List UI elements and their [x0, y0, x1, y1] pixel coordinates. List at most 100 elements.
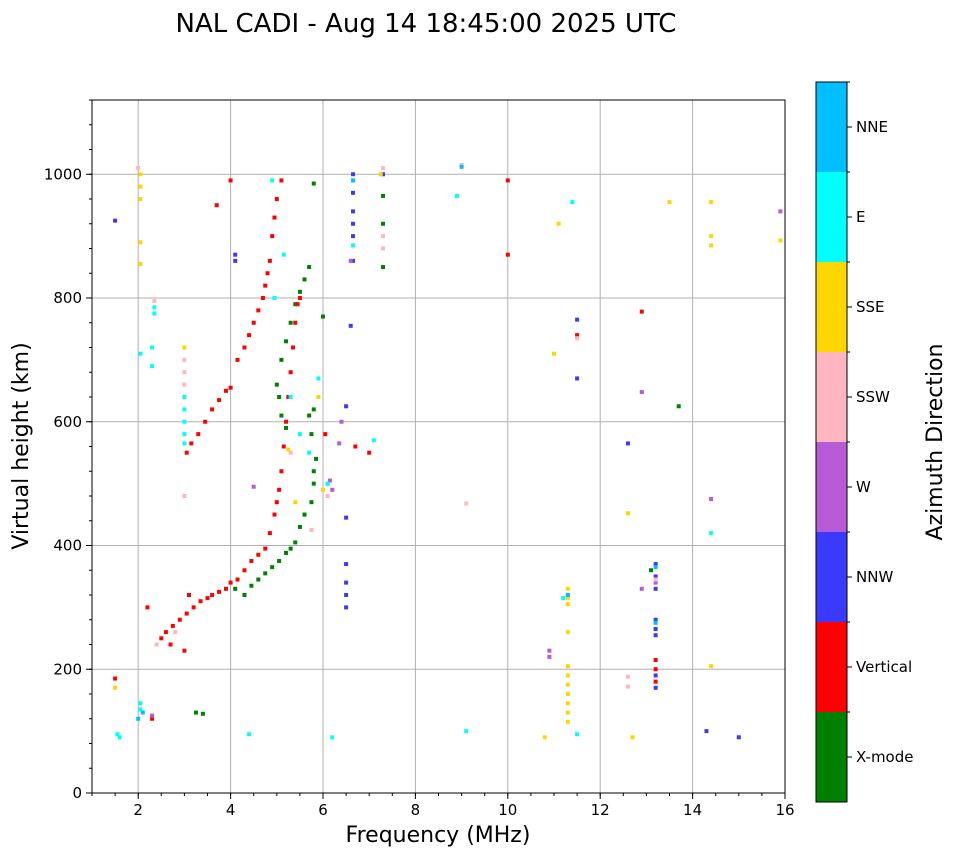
data-point	[138, 197, 143, 201]
data-point	[653, 580, 658, 585]
data-point	[182, 382, 187, 387]
data-point	[344, 593, 349, 597]
data-point	[325, 494, 330, 498]
colorbar-segment	[816, 262, 847, 352]
data-point	[351, 190, 356, 195]
data-point	[337, 441, 342, 446]
data-point	[709, 497, 714, 502]
data-point	[778, 238, 783, 243]
data-point	[260, 296, 265, 300]
data-point	[302, 512, 307, 517]
data-point	[575, 333, 580, 338]
data-point	[290, 345, 295, 350]
y-tick-label: 200	[53, 660, 82, 678]
data-point	[279, 469, 284, 474]
colorbar-segment	[816, 442, 847, 532]
data-point	[709, 664, 714, 669]
data-point	[295, 302, 300, 307]
data-point	[348, 258, 353, 263]
data-point	[351, 178, 356, 183]
data-point	[653, 633, 658, 638]
data-point	[323, 432, 328, 437]
data-point	[547, 654, 552, 659]
data-point	[182, 648, 187, 653]
y-axis-label: Virtual height (km)	[9, 342, 34, 549]
data-point	[263, 283, 268, 288]
data-point	[272, 512, 277, 517]
series-x-mode	[193, 181, 681, 716]
data-point	[565, 586, 570, 591]
data-point	[286, 447, 291, 452]
data-point	[288, 546, 293, 551]
data-point	[736, 735, 741, 740]
data-point	[205, 596, 210, 601]
data-point	[575, 732, 580, 737]
data-point	[223, 586, 228, 591]
data-point	[182, 395, 187, 399]
data-point	[565, 701, 570, 706]
data-point	[170, 623, 175, 628]
data-point	[639, 390, 644, 395]
colorbar-tick-label: W	[856, 478, 871, 496]
data-point	[381, 246, 386, 251]
data-point	[381, 221, 386, 226]
data-point	[311, 181, 316, 186]
colorbar-tick-label: X-mode	[856, 748, 913, 766]
data-point	[115, 732, 120, 737]
colorbar-segment	[816, 712, 847, 802]
data-point	[630, 735, 635, 740]
data-point	[307, 413, 312, 418]
data-point	[353, 444, 358, 449]
data-point	[381, 193, 386, 198]
data-point	[242, 593, 247, 597]
data-point	[351, 209, 356, 214]
data-point	[297, 524, 302, 529]
data-point	[709, 531, 714, 536]
data-point	[625, 511, 630, 516]
data-point	[348, 323, 353, 328]
data-point	[309, 528, 314, 533]
data-point	[138, 172, 143, 177]
data-point	[182, 407, 187, 412]
colorbar-tick-label: NNE	[856, 118, 888, 136]
data-point	[351, 243, 356, 248]
series-e	[115, 178, 714, 740]
series-sse	[113, 172, 783, 740]
data-point	[653, 617, 658, 622]
data-point	[625, 674, 630, 679]
y-tick-label: 1000	[44, 165, 82, 183]
data-point	[163, 630, 168, 635]
data-point	[242, 568, 247, 573]
data-point	[565, 719, 570, 724]
data-point	[653, 679, 658, 684]
series-vertical	[113, 178, 658, 721]
data-point	[653, 657, 658, 662]
data-point	[653, 565, 658, 570]
data-point	[173, 630, 178, 635]
data-point	[309, 432, 314, 437]
colorbar: X-mode Vertical NNW W SSW SSE E NNE	[815, 81, 913, 803]
data-point	[249, 583, 254, 588]
data-point	[288, 395, 293, 399]
data-point	[187, 593, 192, 597]
data-point	[565, 596, 570, 601]
data-point	[565, 664, 570, 669]
data-point	[309, 500, 314, 505]
data-point	[150, 364, 155, 369]
data-point	[547, 648, 552, 653]
data-point	[330, 735, 335, 740]
data-point	[311, 481, 316, 486]
data-point	[293, 302, 298, 307]
y-tick-label: 400	[53, 537, 82, 555]
data-point	[339, 419, 344, 424]
colorbar-segment	[816, 172, 847, 262]
data-point	[198, 599, 203, 604]
data-point	[351, 221, 356, 226]
y-tick-label: 0	[72, 784, 82, 802]
data-point	[138, 351, 143, 356]
data-point	[182, 370, 187, 375]
data-point	[168, 642, 173, 647]
data-point	[214, 203, 219, 208]
data-point	[307, 450, 312, 455]
